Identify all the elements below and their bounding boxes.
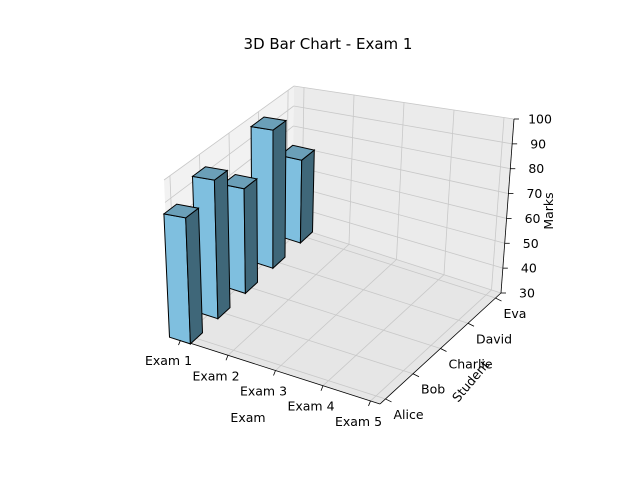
z-tick-label: 100	[528, 112, 552, 127]
y-tick-label: Alice	[394, 407, 424, 422]
bar-side-face	[273, 121, 286, 269]
x-tick-mark	[369, 401, 371, 406]
z-tick-label: 80	[528, 161, 544, 176]
z-axis-label: Marks	[541, 192, 556, 229]
x-tick-label: Exam 3	[240, 384, 287, 399]
y-tick-mark	[441, 349, 447, 352]
x-tick-label: Exam 2	[192, 368, 239, 383]
x-tick-label: Exam 4	[287, 399, 334, 414]
bar-side-face	[244, 179, 257, 294]
bar-alice	[164, 204, 203, 344]
y-tick-label: David	[476, 331, 512, 346]
x-tick-mark	[226, 355, 228, 360]
y-tick-label: Eva	[504, 306, 527, 321]
bar-side-face	[300, 150, 314, 243]
y-tick-label: Bob	[421, 382, 445, 397]
y-tick-mark	[386, 399, 392, 402]
z-tick-label: 30	[519, 286, 535, 301]
y-tick-mark	[496, 298, 502, 301]
x-tick-label: Exam 1	[145, 353, 192, 368]
z-tick-label: 90	[530, 136, 546, 151]
x-tick-mark	[321, 386, 323, 391]
x-tick-mark	[274, 371, 276, 376]
z-tick-label: 60	[525, 211, 541, 226]
x-axis-label: Exam	[230, 410, 265, 425]
y-tick-mark	[468, 323, 474, 326]
z-tick-label: 50	[523, 236, 539, 251]
y-tick-mark	[413, 374, 419, 377]
chart-title: 3D Bar Chart - Exam 1	[244, 35, 413, 53]
z-tick-label: 40	[521, 261, 537, 276]
x-tick-label: Exam 5	[335, 414, 382, 429]
